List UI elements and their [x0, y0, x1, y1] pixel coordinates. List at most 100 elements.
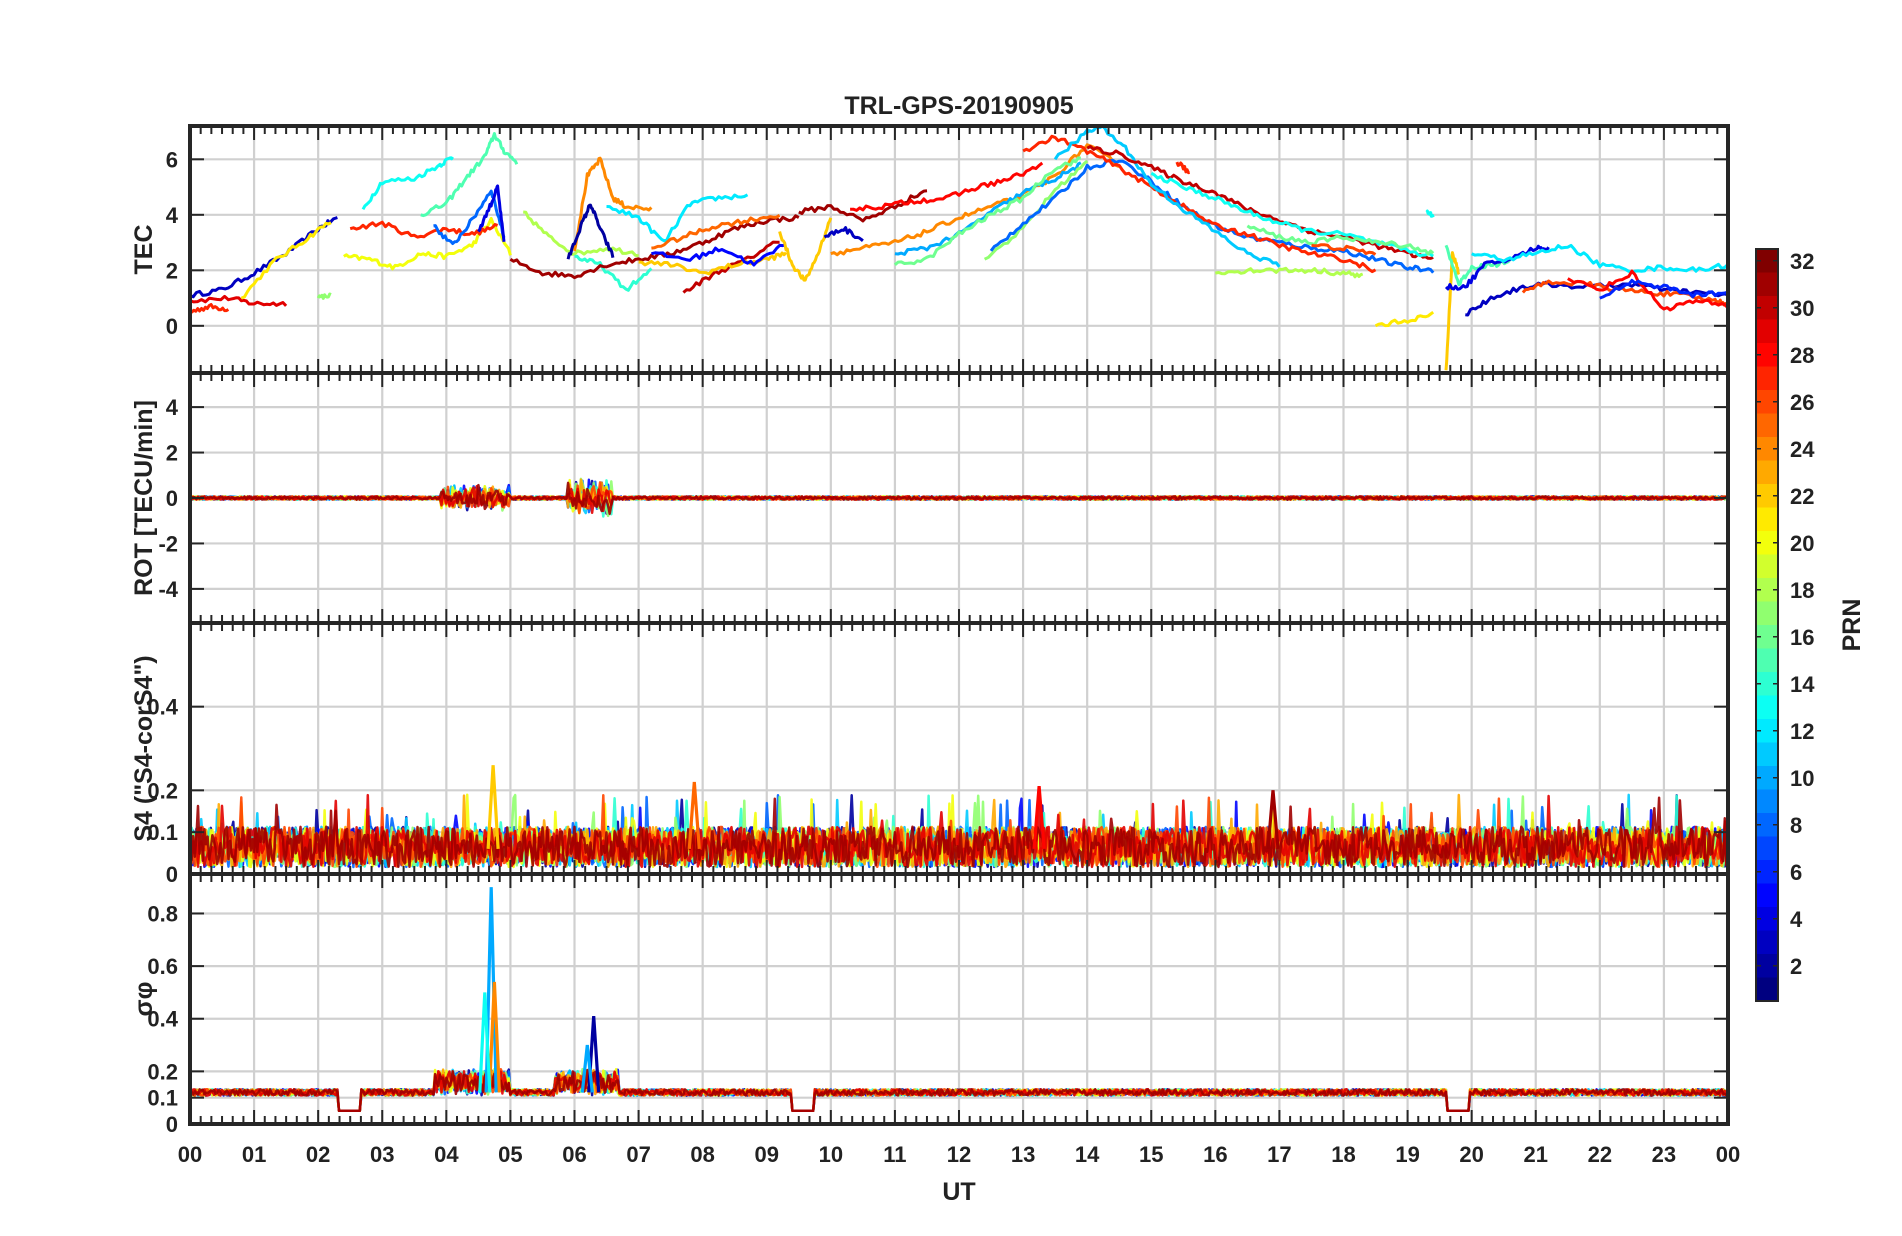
x-tick-label: 16 — [1203, 1142, 1227, 1167]
sigphi-y-tick-label: 0.6 — [147, 954, 178, 979]
tec-series-prn-10 — [894, 161, 1082, 256]
sigphi-peak — [478, 992, 492, 1093]
s4-series-prn-31 — [190, 796, 1728, 869]
sigphi-y-tick-label: 0.1 — [147, 1086, 178, 1111]
x-tick-label: 23 — [1652, 1142, 1676, 1167]
s4-peak — [486, 765, 500, 849]
colorbar-segment — [1756, 695, 1778, 720]
tec-series-prn-13 — [1150, 171, 1435, 258]
x-tick-label: 21 — [1524, 1142, 1548, 1167]
rot-y-tick-label: -2 — [158, 531, 178, 556]
tec-series-prn-13 — [1425, 209, 1435, 218]
colorbar-tick-label: 6 — [1790, 860, 1802, 885]
tec-series-prn-21 — [1374, 310, 1435, 328]
rot-y-tick-label: 4 — [166, 395, 179, 420]
colorbar-segment — [1756, 930, 1778, 955]
s4-peak — [687, 781, 701, 850]
colorbar-segment — [1756, 413, 1778, 438]
colorbar-segment — [1756, 789, 1778, 814]
colorbar-tick-label: 24 — [1790, 437, 1815, 462]
tec-series-prn-24 — [830, 143, 1120, 257]
tec-series-prn-4 — [477, 184, 506, 242]
tec-y-tick-label: 4 — [166, 203, 179, 228]
tec-series-prn-6 — [1599, 278, 1728, 300]
colorbar-segment — [1756, 507, 1778, 532]
tec-series-prn-20 — [343, 216, 512, 271]
sigphi-series-group — [190, 887, 1728, 1113]
colorbar-tick-label: 32 — [1790, 249, 1814, 274]
tec-series-prn-27 — [1022, 134, 1377, 274]
tec-series-prn-24 — [573, 156, 653, 252]
sigphi-series-prn-31 — [190, 1068, 1728, 1113]
colorbar-segment — [1756, 742, 1778, 767]
tec-y-tick-label: 2 — [166, 258, 178, 283]
colorbar-tick-label: 16 — [1790, 625, 1814, 650]
x-tick-label: 12 — [947, 1142, 971, 1167]
rot-series-prn-31 — [190, 481, 1728, 516]
tec-series-prn-28 — [1567, 269, 1728, 312]
tec-series-prn-21 — [240, 221, 332, 300]
colorbar-tick-label: 2 — [1790, 954, 1802, 979]
grid-layer — [190, 126, 1728, 1126]
x-tick-label: 14 — [1075, 1142, 1100, 1167]
colorbar-segment — [1756, 366, 1778, 391]
sigphi-peak — [487, 981, 501, 1093]
tec-series-prn-3 — [823, 226, 864, 242]
colorbar-segment — [1756, 907, 1778, 932]
tec-series-prn-27 — [190, 303, 230, 314]
rot-y-tick-label: -4 — [158, 577, 178, 602]
tec-series-prn-16 — [1246, 224, 1435, 256]
colorbar-segment — [1756, 836, 1778, 861]
tec-series-prn-25 — [651, 214, 781, 250]
tec-series-prn-26 — [1521, 279, 1728, 308]
tec-series-prn-27 — [349, 220, 499, 239]
tec-series-prn-29 — [190, 294, 288, 307]
s4-y-tick-label: 0.1 — [147, 820, 178, 845]
colorbar-segment — [1756, 437, 1778, 462]
colorbar-segment — [1756, 672, 1778, 697]
colorbar-tick-label: 8 — [1790, 813, 1802, 838]
colorbar-tick-label: 20 — [1790, 531, 1814, 556]
tec-series-prn-27 — [1175, 161, 1190, 175]
colorbar-segment — [1756, 719, 1778, 744]
x-tick-label: 06 — [562, 1142, 586, 1167]
colorbar-segment — [1756, 460, 1778, 485]
colorbar-segment — [1756, 883, 1778, 908]
colorbar-segment — [1756, 977, 1778, 1002]
tec-series-prn-8 — [433, 189, 506, 245]
colorbar-segment — [1756, 531, 1778, 556]
colorbar-tick-label: 26 — [1790, 390, 1814, 415]
tec-series-prn-12 — [606, 193, 749, 243]
tec-series-prn-22 — [778, 217, 833, 282]
colorbar-tick-label: 10 — [1790, 766, 1814, 791]
colorbar-tick-label: 22 — [1790, 484, 1814, 509]
sigphi-y-tick-label: 0.2 — [147, 1059, 178, 1084]
colorbar-segment — [1756, 319, 1778, 344]
x-tick-label: 17 — [1267, 1142, 1291, 1167]
s4-y-tick-label: 0 — [166, 862, 178, 887]
tec-series-prn-5 — [651, 243, 787, 267]
tec-series-group — [190, 126, 1728, 371]
tec-y-tick-label: 6 — [166, 147, 178, 172]
s4-y-tick-label: 0.4 — [147, 695, 178, 720]
x-tick-label: 08 — [690, 1142, 714, 1167]
rot-y-axis-label: ROT [TECU/min] — [130, 400, 158, 596]
tec-series-prn-3 — [1465, 280, 1728, 317]
x-tick-label: 11 — [883, 1142, 906, 1167]
tec-series-prn-30 — [682, 240, 780, 294]
colorbar-segment — [1756, 625, 1778, 650]
sigphi-y-tick-label: 0.4 — [147, 1007, 178, 1032]
s4-peak — [1266, 790, 1280, 850]
sigphi-peak — [580, 1044, 594, 1093]
tec-series-prn-3 — [190, 216, 338, 299]
x-tick-label: 04 — [434, 1142, 459, 1167]
colorbar-segment — [1756, 390, 1778, 415]
tec-series-prn-12 — [1471, 243, 1728, 275]
x-tick-label: 19 — [1395, 1142, 1419, 1167]
sigphi-y-axis-label: σφ — [130, 982, 158, 1017]
colorbar-tick-label: 30 — [1790, 296, 1814, 321]
rot-series-group — [190, 477, 1728, 518]
colorbar-segment — [1756, 766, 1778, 791]
